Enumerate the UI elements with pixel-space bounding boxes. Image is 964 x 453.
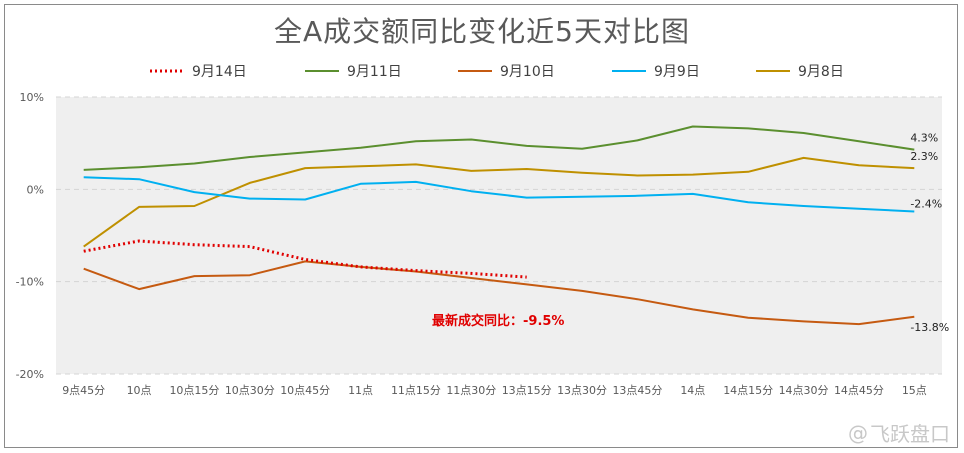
legend-item: 9月9日 <box>612 58 700 84</box>
x-tick-label: 10点45分 <box>280 384 330 397</box>
series-line <box>83 125 915 171</box>
chart-title: 全A成交额同比变化近5天对比图 <box>274 15 690 48</box>
legend-swatch <box>150 69 184 73</box>
legend-label: 9月9日 <box>654 64 700 80</box>
y-tick-label: -20% <box>16 368 44 381</box>
plot-background <box>56 97 942 374</box>
data-label: -2.4% <box>910 197 942 210</box>
annotation-latest: 最新成交同比：-9.5% <box>432 313 564 329</box>
x-tick-label: 11点30分 <box>446 384 496 397</box>
legend-label: 9月14日 <box>192 64 247 80</box>
legend-item: 9月8日 <box>756 58 844 84</box>
legend-item: 9月11日 <box>305 58 402 84</box>
y-tick-label: 10% <box>20 91 44 104</box>
watermark: @ 飞跃盘口 <box>848 418 950 447</box>
data-label: 4.3% <box>910 132 938 145</box>
legend-label: 9月11日 <box>347 64 402 80</box>
data-label: -13.8% <box>910 321 949 334</box>
x-tick-label: 14点45分 <box>834 384 884 397</box>
x-tick-label: 13点45分 <box>612 384 662 397</box>
x-tick-label: 13点30分 <box>557 384 607 397</box>
x-tick-label: 11点 <box>348 384 373 397</box>
series-line <box>83 176 915 213</box>
x-tick-label: 14点30分 <box>779 384 829 397</box>
watermark-at-icon: @ <box>848 420 868 445</box>
y-tick-label: 0% <box>27 183 44 196</box>
watermark-text: 飞跃盘口 <box>870 422 950 446</box>
x-tick-label: 11点15分 <box>391 384 441 397</box>
legend-swatch <box>756 70 790 72</box>
y-tick-label: -10% <box>16 276 44 289</box>
legend-item: 9月14日 <box>150 58 247 84</box>
legend: 9月14日 9月11日 9月10日 9月9日 9月8日 <box>0 58 964 84</box>
x-tick-label: 9点45分 <box>62 384 105 397</box>
x-tick-label: 14点15分 <box>723 384 773 397</box>
legend-swatch <box>612 70 646 72</box>
x-tick-label: 13点15分 <box>502 384 552 397</box>
x-tick-label: 10点 <box>127 384 152 397</box>
legend-item: 9月10日 <box>458 58 555 84</box>
x-tick-label: 10点15分 <box>169 384 219 397</box>
legend-label: 9月10日 <box>500 64 555 80</box>
data-label: 2.3% <box>910 150 938 163</box>
legend-swatch <box>305 70 339 72</box>
series-line <box>83 260 915 326</box>
legend-swatch <box>458 70 492 72</box>
x-tick-label: 10点30分 <box>225 384 275 397</box>
legend-label: 9月8日 <box>798 64 844 80</box>
x-tick-label: 15点 <box>902 384 927 397</box>
x-tick-label: 14点 <box>680 384 705 397</box>
